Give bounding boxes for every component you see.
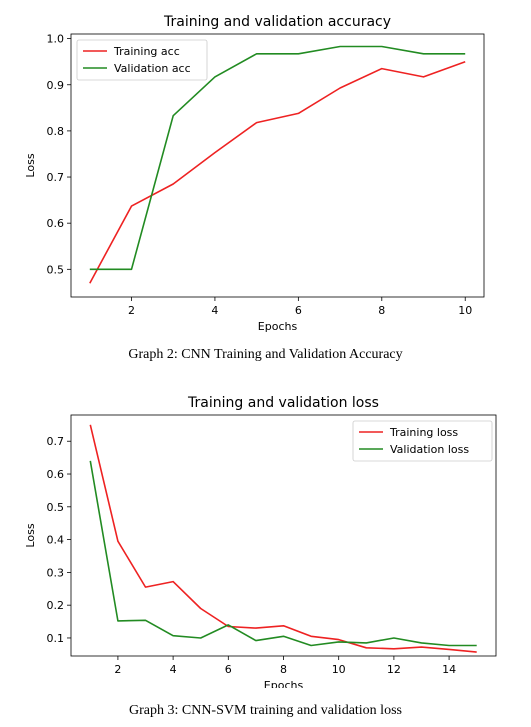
x-tick-label: 4 [170,663,177,676]
x-tick-label: 14 [442,663,456,676]
x-tick-label: 10 [332,663,346,676]
y-tick-label: 0.3 [47,566,65,579]
series-line-validation [89,460,477,647]
accuracy-chart-svg: Training and validation accuracy 2 4 6 8 10 0.… [24,14,485,333]
x-tick-label: 6 [295,304,302,317]
y-axis-label: Loss [24,153,37,177]
y-tick-label: 0.7 [47,435,65,448]
loss-chart: Training and validation loss 2 4 6 8 10 12 14 0.… [0,388,531,688]
y-axis-label: Loss [24,523,37,547]
accuracy-chart: Training and validation accuracy 2 4 6 8 10 0.… [0,0,531,345]
loss-chart-svg: Training and validation loss 2 4 6 8 10 12 14 0.… [24,395,497,688]
chart-title: Training and validation loss [187,395,379,411]
chart-title: Training and validation accuracy [163,14,391,30]
accuracy-chart-caption: Graph 2: CNN Training and Validation Acc… [128,347,403,362]
series-line-validation [89,45,466,271]
x-tick-label: 2 [128,304,135,317]
legend-label: Validation acc [114,62,191,75]
legend-label: Training loss [389,426,458,439]
series-line-training [89,424,477,653]
loss-chart-caption: Graph 3: CNN-SVM training and validation… [129,703,402,718]
series-line-training [89,60,466,284]
y-tick-label: 0.7 [47,171,65,184]
x-tick-label: 8 [378,304,385,317]
y-tick-label: 0.6 [47,217,65,230]
x-tick-label: 2 [114,663,121,676]
y-tick-label: 0.1 [47,632,65,645]
legend-label: Validation loss [390,443,469,456]
y-tick-label: 0.4 [47,534,65,547]
x-axis-label: Epochs [264,679,304,688]
x-axis-label: Epochs [258,320,298,333]
x-tick-label: 4 [211,304,218,317]
legend-label: Training acc [113,45,180,58]
x-tick-label: 8 [280,663,287,676]
x-tick-label: 10 [458,304,472,317]
y-tick-label: 0.5 [47,263,65,276]
y-tick-label: 0.9 [47,79,65,92]
y-tick-label: 0.2 [47,599,65,612]
y-tick-label: 0.5 [47,501,65,514]
legend-box [76,39,208,81]
x-tick-label: 6 [225,663,232,676]
y-tick-label: 1.0 [47,33,65,46]
x-tick-label: 12 [387,663,401,676]
legend-box [352,420,493,462]
y-tick-label: 0.8 [47,125,65,138]
plot-frame [70,33,485,298]
y-tick-label: 0.6 [47,468,65,481]
